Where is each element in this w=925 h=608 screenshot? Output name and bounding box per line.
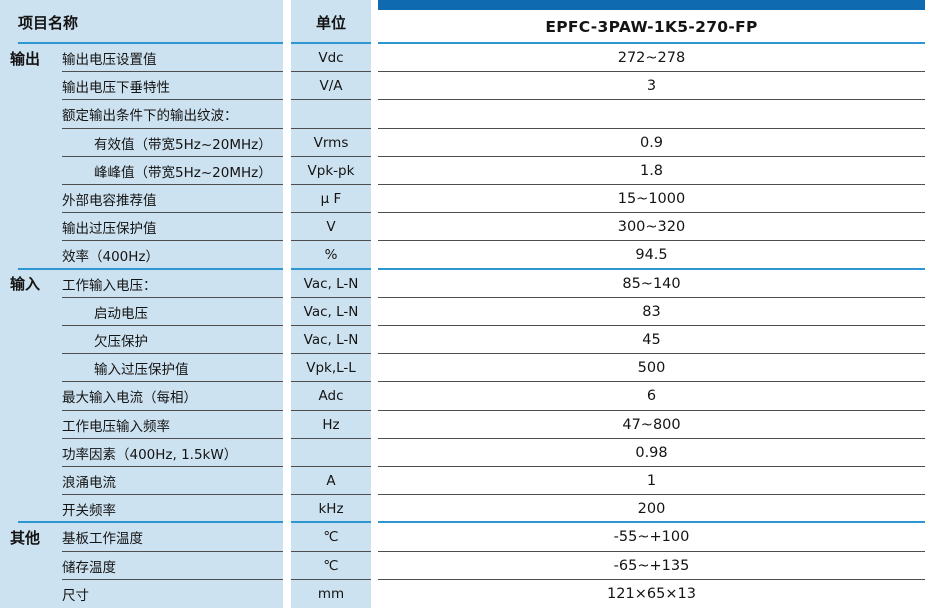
item-row: 输入 工作输入电压：	[0, 270, 283, 299]
unit-cell: Vrms	[291, 129, 371, 158]
item-label: 开关频率	[62, 503, 116, 520]
value-cell: 15~1000	[378, 185, 925, 214]
value-cell: -55~+100	[378, 523, 925, 552]
item-label: 工作电压输入频率	[62, 418, 170, 435]
item-row: 输入过压保护值	[0, 354, 283, 383]
value-column: EPFC-3PAW-1K5-270-FP 272~278 3 0.9 1.8 15~10…	[378, 0, 925, 608]
value-cell: 200	[378, 495, 925, 524]
item-row: 有效值（带宽5Hz~20MHz）	[0, 129, 283, 158]
item-label: 尺寸	[62, 587, 89, 604]
item-row: 其他 基板工作温度	[0, 523, 283, 552]
item-row: 开关频率	[0, 495, 283, 524]
category-label: 输出	[10, 49, 41, 68]
item-label: 输入过压保护值	[94, 362, 189, 379]
value-cell: 3	[378, 72, 925, 101]
unit-cell: kHz	[291, 495, 371, 524]
value-cell: 121×65×13	[607, 585, 696, 602]
unit-cell: Vpk-pk	[291, 157, 371, 186]
unit-cell: %	[291, 241, 371, 270]
item-row: 工作电压输入频率	[0, 411, 283, 440]
item-row: 尺寸	[0, 580, 283, 608]
item-label: 额定输出条件下的输出纹波：	[62, 108, 238, 125]
item-row: 输出电压下垂特性	[0, 72, 283, 101]
unit-cell: ℃	[291, 552, 371, 581]
value-cell: -65~+135	[378, 552, 925, 581]
item-label: 效率（400Hz）	[62, 249, 160, 266]
item-label: 启动电压	[94, 305, 148, 322]
value-cell: 94.5	[378, 241, 925, 270]
unit-cell: V	[291, 213, 371, 242]
unit-cell	[291, 100, 371, 129]
unit-cell: V/A	[291, 72, 371, 101]
unit-cell: A	[291, 467, 371, 496]
unit-cell	[291, 439, 371, 468]
item-row: 启动电压	[0, 298, 283, 327]
item-row: 输出 输出电压设置值	[0, 44, 283, 73]
item-label: 峰峰值（带宽5Hz~20MHz）	[94, 164, 272, 181]
value-cell: 300~320	[378, 213, 925, 242]
item-label: 输出电压设置值	[62, 52, 157, 69]
item-row: 最大输入电流（每相）	[0, 382, 283, 411]
unit-cell: Vac, L-N	[291, 270, 371, 299]
item-row: 功率因素（400Hz, 1.5kW）	[0, 439, 283, 468]
category-label: 其他	[10, 528, 41, 547]
item-label: 功率因素（400Hz, 1.5kW）	[62, 446, 238, 463]
unit-cell: Vac, L-N	[291, 298, 371, 327]
unit-cell: Hz	[291, 411, 371, 440]
item-label: 输出过压保护值	[62, 221, 157, 238]
item-label: 输出电压下垂特性	[62, 80, 170, 97]
item-row: 欠压保护	[0, 326, 283, 355]
unit-cell: Adc	[291, 382, 371, 411]
value-cell: 85~140	[378, 270, 925, 299]
model-name: EPFC-3PAW-1K5-270-FP	[545, 18, 758, 36]
top-accent-bar	[378, 0, 925, 10]
item-label: 欠压保护	[94, 334, 148, 351]
category-label: 输入	[10, 275, 41, 294]
item-row: 额定输出条件下的输出纹波：	[0, 100, 283, 129]
item-column-header: 项目名称	[0, 0, 283, 44]
value-cell: 1.8	[378, 157, 925, 186]
unit-cell: Vdc	[291, 44, 371, 73]
unit-cell: μ F	[291, 185, 371, 214]
value-cell: 272~278	[378, 44, 925, 73]
unit-cell: mm	[317, 585, 345, 602]
item-row: 效率（400Hz）	[0, 241, 283, 270]
value-cell: 6	[378, 382, 925, 411]
item-row: 储存温度	[0, 552, 283, 581]
unit-column: 单位 Vdc V/A Vrms Vpk-pk μ F V% Vac, L-N Vac, L-N…	[291, 0, 371, 608]
value-cell: 45	[378, 326, 925, 355]
item-label: 储存温度	[62, 559, 116, 576]
item-label: 浪涌电流	[62, 475, 116, 492]
unit-cell: Vac, L-N	[291, 326, 371, 355]
value-cell	[378, 100, 925, 129]
value-cell: 1	[378, 467, 925, 496]
value-cell: 47~800	[378, 411, 925, 440]
item-label: 有效值（带宽5Hz~20MHz）	[94, 136, 272, 153]
item-row: 浪涌电流	[0, 467, 283, 496]
item-row: 外部电容推荐值	[0, 185, 283, 214]
value-cell: 500	[378, 354, 925, 383]
value-cell: 0.98	[378, 439, 925, 468]
item-label: 最大输入电流（每相）	[62, 390, 197, 407]
unit-column-header: 单位	[291, 0, 371, 44]
item-row: 峰峰值（带宽5Hz~20MHz）	[0, 157, 283, 186]
item-label: 外部电容推荐值	[62, 193, 157, 210]
item-label: 基板工作温度	[62, 531, 143, 548]
unit-cell: Vpk,L-L	[291, 354, 371, 383]
item-label: 工作输入电压：	[62, 277, 157, 294]
item-row: 输出过压保护值	[0, 213, 283, 242]
value-cell: 0.9	[378, 129, 925, 158]
unit-cell: ℃	[291, 523, 371, 552]
item-column: 项目名称 输出 输出电压设置值 输出电压下垂特性额定输出条件下的输出纹波： 有效值（带…	[0, 0, 283, 608]
value-column-header: EPFC-3PAW-1K5-270-FP	[378, 0, 925, 44]
value-cell: 83	[378, 298, 925, 327]
